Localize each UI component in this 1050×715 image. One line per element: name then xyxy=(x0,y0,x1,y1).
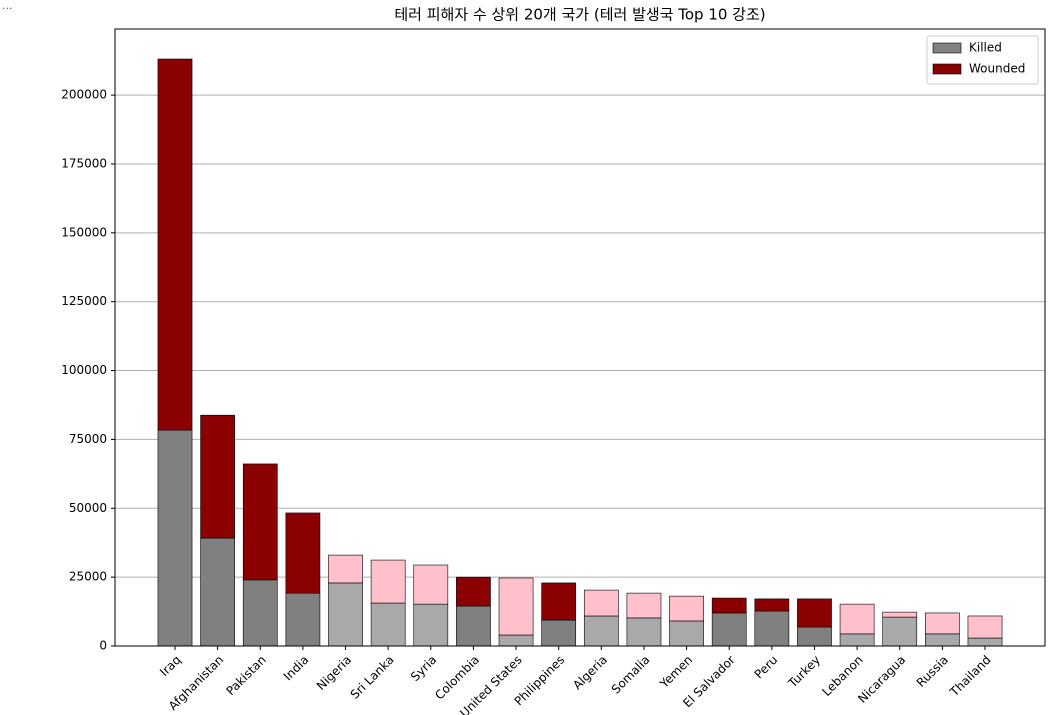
y-tick-label: 175000 xyxy=(61,156,107,170)
legend-label: Wounded xyxy=(969,62,1025,76)
x-tick-label: Thailand xyxy=(947,653,994,700)
bar-segment xyxy=(967,637,1003,647)
x-tick-label: Nigeria xyxy=(314,653,354,693)
plot-frame xyxy=(114,28,1046,647)
bar-segment xyxy=(541,582,577,621)
y-tick-label: 100000 xyxy=(61,363,107,377)
x-tick-label: Algeria xyxy=(570,653,610,693)
bar-segment xyxy=(157,58,193,431)
bar-segment xyxy=(583,615,619,647)
bar-segment xyxy=(967,615,1003,639)
x-tick-label: Turkey xyxy=(785,653,823,691)
legend-label: Killed xyxy=(969,41,1002,55)
bar-segment xyxy=(797,626,832,647)
bar-segment xyxy=(370,559,406,604)
bar-segment xyxy=(626,617,662,647)
x-tick-label: Russia xyxy=(914,653,951,690)
bar-segment xyxy=(626,592,662,619)
bar-segment xyxy=(711,597,747,614)
bar-segment xyxy=(498,577,534,636)
bar-segment xyxy=(882,616,918,647)
y-tick-label: 25000 xyxy=(69,570,107,584)
y-tick-label: 150000 xyxy=(61,225,107,239)
bar-segment xyxy=(200,414,235,539)
x-tick-label: Syria xyxy=(408,653,439,684)
y-tick-label: 50000 xyxy=(69,501,107,515)
bar-segment xyxy=(328,554,363,584)
chart-title: 테러 피해자 수 상위 20개 국가 (테러 발생국 Top 10 강조) xyxy=(394,6,765,24)
y-tick-label: 75000 xyxy=(69,432,107,446)
y-tick-label: 0 xyxy=(99,639,107,653)
bar-segment xyxy=(456,576,491,607)
bar-segment xyxy=(498,634,534,647)
bar-segment xyxy=(669,620,704,647)
bar-segment xyxy=(456,605,491,647)
bar-segment xyxy=(413,603,449,647)
legend-swatch xyxy=(932,42,962,54)
legend-swatch xyxy=(932,63,962,75)
bar-segment xyxy=(583,589,619,617)
bar-segment xyxy=(285,592,321,647)
bar-segment xyxy=(925,633,960,647)
bar-segment xyxy=(754,610,790,647)
bar-segment xyxy=(711,612,747,647)
bar-segment xyxy=(669,595,704,622)
x-tick-label: India xyxy=(281,653,312,684)
bar-segment xyxy=(413,564,449,605)
bar-segment xyxy=(882,611,918,618)
x-tick-label: Peru xyxy=(752,653,781,682)
bar-segment xyxy=(839,603,875,635)
x-tick-label: Iraq xyxy=(157,653,183,679)
bar-segment xyxy=(541,619,577,647)
bar-segment xyxy=(285,512,321,594)
bar-segment xyxy=(925,612,960,635)
bar-segment xyxy=(328,582,363,647)
bar-segment xyxy=(242,463,278,581)
bar-segment xyxy=(370,602,406,647)
corner-text: ... xyxy=(2,0,13,12)
bar-segment xyxy=(242,579,278,647)
y-tick-label: 125000 xyxy=(61,294,107,308)
x-tick-label: Somalia xyxy=(609,653,653,697)
x-tick-label: Yemen xyxy=(656,653,695,692)
bar-segment xyxy=(754,598,790,612)
bar-segment xyxy=(200,537,235,647)
x-tick-label: Sri Lanka xyxy=(348,653,397,702)
x-tick-label: Pakistan xyxy=(223,653,268,698)
y-tick-label: 200000 xyxy=(61,88,107,102)
bar-segment xyxy=(797,598,832,628)
bar-segment xyxy=(839,633,875,647)
bar-segment xyxy=(157,429,193,647)
